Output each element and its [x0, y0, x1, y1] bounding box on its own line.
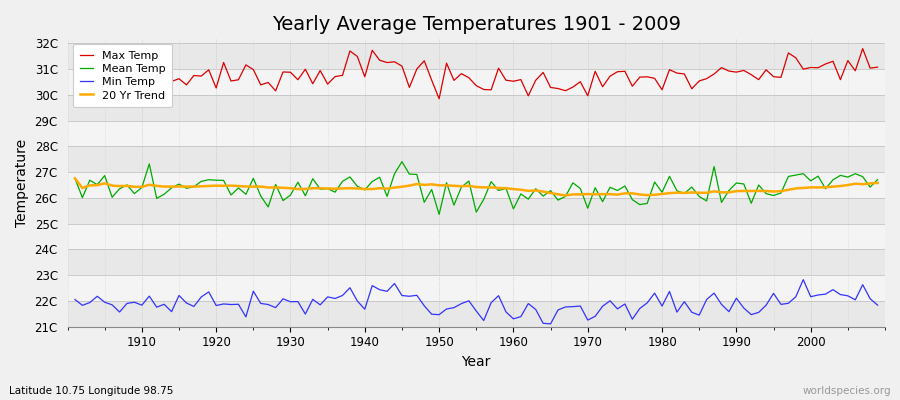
Text: Latitude 10.75 Longitude 98.75: Latitude 10.75 Longitude 98.75: [9, 386, 174, 396]
Legend: Max Temp, Mean Temp, Min Temp, 20 Yr Trend: Max Temp, Mean Temp, Min Temp, 20 Yr Tre…: [73, 44, 172, 107]
20 Yr Trend: [605, 192, 616, 196]
Y-axis label: Temperature: Temperature: [15, 138, 29, 226]
Line: Mean Temp: Mean Temp: [75, 162, 878, 214]
Max Temp: [872, 65, 883, 70]
Min Temp: [872, 303, 883, 308]
Mean Temp: [69, 176, 80, 181]
Bar: [68, 198, 885, 224]
Bar: [68, 44, 885, 69]
Bar: [68, 224, 885, 250]
Min Temp: [69, 297, 80, 302]
Line: 20 Yr Trend: 20 Yr Trend: [75, 178, 878, 196]
Mean Temp: [397, 159, 408, 164]
Mean Temp: [872, 177, 883, 182]
Max Temp: [508, 79, 518, 84]
Max Temp: [858, 46, 868, 51]
Line: Max Temp: Max Temp: [75, 49, 878, 99]
Min Temp: [338, 293, 348, 298]
Bar: [68, 250, 885, 275]
Bar: [68, 172, 885, 198]
Mean Temp: [523, 197, 534, 202]
Line: Min Temp: Min Temp: [75, 280, 878, 324]
20 Yr Trend: [69, 176, 80, 181]
Mean Temp: [129, 191, 140, 196]
Min Temp: [292, 299, 303, 304]
Mean Temp: [434, 212, 445, 217]
20 Yr Trend: [292, 187, 303, 192]
Max Temp: [129, 67, 140, 72]
Min Temp: [500, 310, 511, 314]
Mean Temp: [292, 180, 303, 185]
Text: worldspecies.org: worldspecies.org: [803, 386, 891, 396]
Bar: [68, 95, 885, 121]
Max Temp: [338, 73, 348, 78]
Min Temp: [605, 298, 616, 303]
Mean Temp: [338, 179, 348, 184]
Mean Temp: [612, 188, 623, 193]
20 Yr Trend: [508, 187, 518, 192]
Bar: [68, 146, 885, 172]
Title: Yearly Average Temperatures 1901 - 2009: Yearly Average Temperatures 1901 - 2009: [272, 15, 680, 34]
Bar: [68, 275, 885, 301]
Max Temp: [69, 55, 80, 60]
20 Yr Trend: [560, 193, 571, 198]
X-axis label: Year: Year: [462, 355, 491, 369]
Bar: [68, 121, 885, 146]
Min Temp: [129, 300, 140, 305]
20 Yr Trend: [129, 184, 140, 189]
Min Temp: [545, 322, 556, 326]
20 Yr Trend: [872, 180, 883, 185]
Max Temp: [292, 77, 303, 82]
20 Yr Trend: [338, 186, 348, 191]
Max Temp: [605, 74, 616, 78]
Min Temp: [508, 316, 518, 321]
Min Temp: [798, 277, 809, 282]
Bar: [68, 301, 885, 327]
Bar: [68, 69, 885, 95]
20 Yr Trend: [500, 186, 511, 190]
Max Temp: [516, 77, 526, 82]
Mean Temp: [516, 192, 526, 196]
Max Temp: [434, 96, 445, 101]
